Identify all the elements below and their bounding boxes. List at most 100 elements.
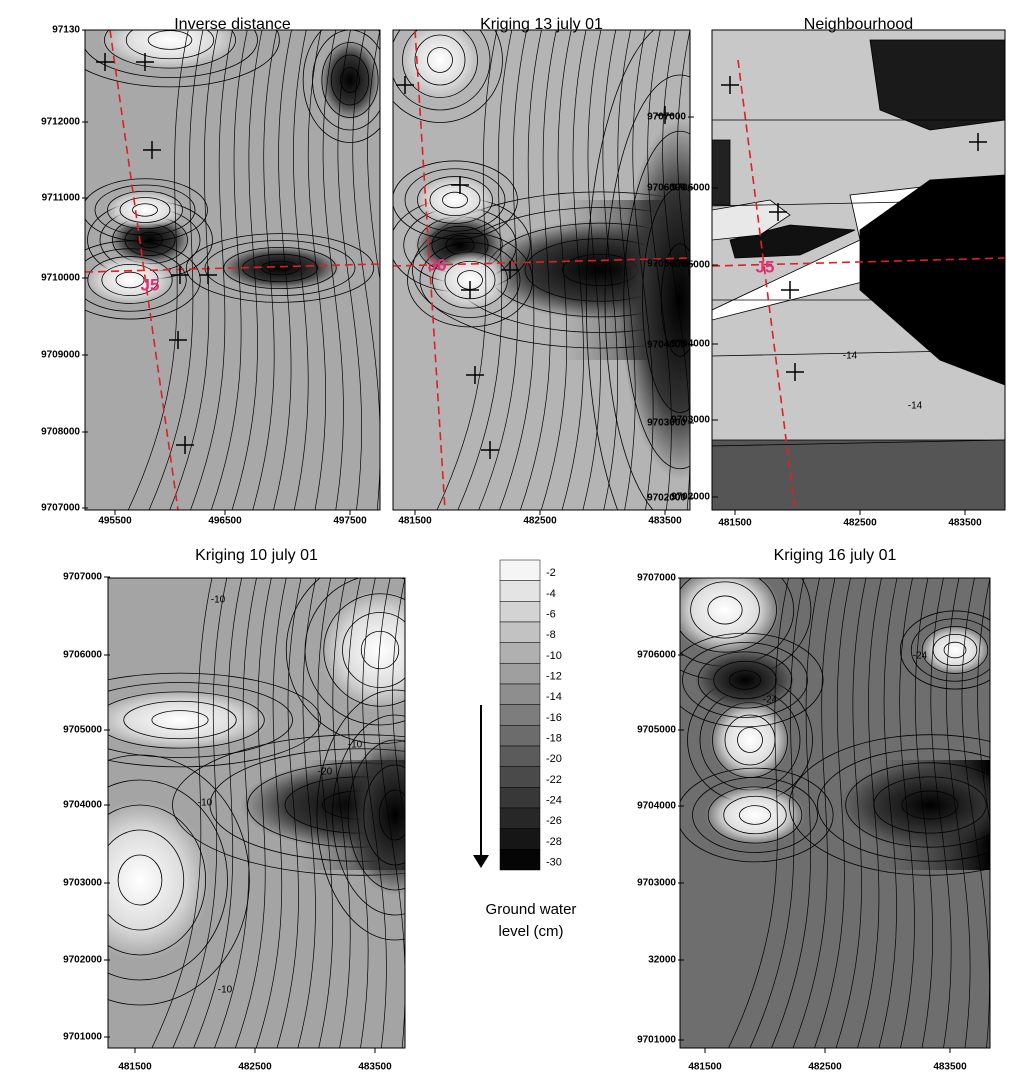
contour-line — [899, 578, 915, 1048]
shade-blob — [680, 578, 780, 655]
well-transect — [737, 59, 796, 510]
contour-line — [172, 734, 405, 876]
contour-line — [407, 232, 533, 328]
x-tick-label: 482500 — [808, 1062, 842, 1073]
legend-swatch — [499, 663, 541, 685]
legend-label: -2 — [546, 567, 556, 579]
legend-label: -22 — [546, 774, 562, 786]
legend-label: -8 — [546, 629, 556, 641]
contour-line — [276, 578, 302, 1048]
contour-line — [835, 578, 867, 1048]
legend-label: -12 — [546, 671, 562, 683]
contour-line — [728, 578, 789, 1048]
contour-line — [393, 30, 491, 111]
contour-line — [347, 739, 405, 891]
contour-label: -14 — [908, 401, 923, 412]
contour-line — [540, 30, 572, 510]
contour-line — [857, 578, 882, 1048]
contour-line — [85, 240, 201, 320]
contour-line — [377, 578, 405, 1048]
legend-arrowhead — [473, 855, 489, 868]
shade-blob — [710, 700, 790, 780]
map-panel — [85, 30, 380, 510]
legend-swatch — [499, 828, 541, 850]
contour-line — [707, 595, 743, 625]
contour-line — [723, 795, 787, 835]
contour-line — [414, 34, 466, 86]
contour-line — [108, 829, 185, 931]
shade-blob — [695, 650, 795, 710]
contour-line — [878, 578, 898, 1048]
contour-line — [921, 626, 989, 674]
zone-border — [712, 439, 1005, 447]
shade-blob — [920, 625, 990, 675]
contour-line — [297, 578, 317, 1048]
contour-line — [214, 578, 257, 1048]
contour-line — [302, 30, 380, 143]
contour-line — [322, 30, 344, 510]
contour-line — [210, 30, 248, 510]
contour-label: -14 — [843, 351, 858, 362]
contour-line — [85, 178, 208, 242]
shade-blob — [345, 735, 405, 895]
well-transect — [393, 257, 690, 267]
contour-line — [85, 248, 187, 312]
shade-blob — [705, 785, 805, 845]
contour-line — [148, 30, 204, 510]
y-tick-label: 9705000 — [647, 259, 686, 270]
map-frame — [679, 577, 991, 1049]
map-panel — [108, 578, 405, 1048]
contour-line — [697, 651, 793, 709]
contour-line — [108, 691, 265, 749]
y-tick-label: 97130 — [52, 25, 80, 36]
contour-line — [582, 30, 602, 510]
contour-line — [352, 30, 380, 510]
well-label: J5 — [756, 257, 775, 276]
contour-line — [419, 242, 521, 318]
contour-line — [108, 779, 228, 981]
y-tick-label: 9707000 — [63, 572, 102, 583]
contour-line — [367, 30, 380, 282]
contour-line — [617, 30, 636, 510]
legend-swatch — [499, 787, 541, 809]
shade-blob — [220, 246, 340, 290]
x-tick-label: 495500 — [98, 516, 132, 527]
contour-line — [317, 578, 334, 1048]
contour-line — [323, 593, 405, 707]
contour-line — [151, 578, 213, 1048]
contour-line — [682, 642, 808, 718]
y-tick-label: 9704000 — [637, 801, 676, 812]
contour-line — [814, 578, 851, 1048]
contour-line — [930, 578, 952, 1048]
contour-line — [977, 578, 990, 825]
y-tick-label: 9711000 — [42, 193, 81, 204]
y-tick-label: 9705000 — [63, 725, 102, 736]
contour-line — [520, 30, 557, 510]
contour-line — [404, 168, 506, 232]
x-tick-label: 483500 — [358, 1062, 392, 1073]
contour-label: -10 — [211, 595, 226, 606]
contour-line — [362, 578, 387, 1048]
y-tick-label: 9707000 — [647, 112, 686, 123]
contour-line — [910, 618, 990, 682]
contour-line — [340, 67, 360, 93]
contour-line — [845, 762, 990, 848]
contour-line — [393, 30, 503, 123]
y-tick-label: 9703000 — [637, 878, 676, 889]
contour-line — [255, 578, 287, 1048]
contour-line — [417, 176, 493, 224]
contour-line — [707, 786, 803, 844]
y-tick-label: 9701000 — [63, 1032, 102, 1043]
map-panel — [393, 30, 690, 510]
legend-caption: level (cm) — [498, 923, 563, 940]
shade-blob — [100, 30, 240, 70]
shade-blob — [108, 690, 270, 750]
legend-swatch — [499, 766, 541, 788]
contour-line — [193, 578, 242, 1048]
contour-line — [901, 790, 959, 820]
map-panel — [712, 30, 1005, 510]
shade-blob — [400, 30, 480, 100]
contour-line — [728, 670, 762, 690]
legend-swatch — [499, 642, 541, 664]
shade-blob — [620, 120, 690, 480]
